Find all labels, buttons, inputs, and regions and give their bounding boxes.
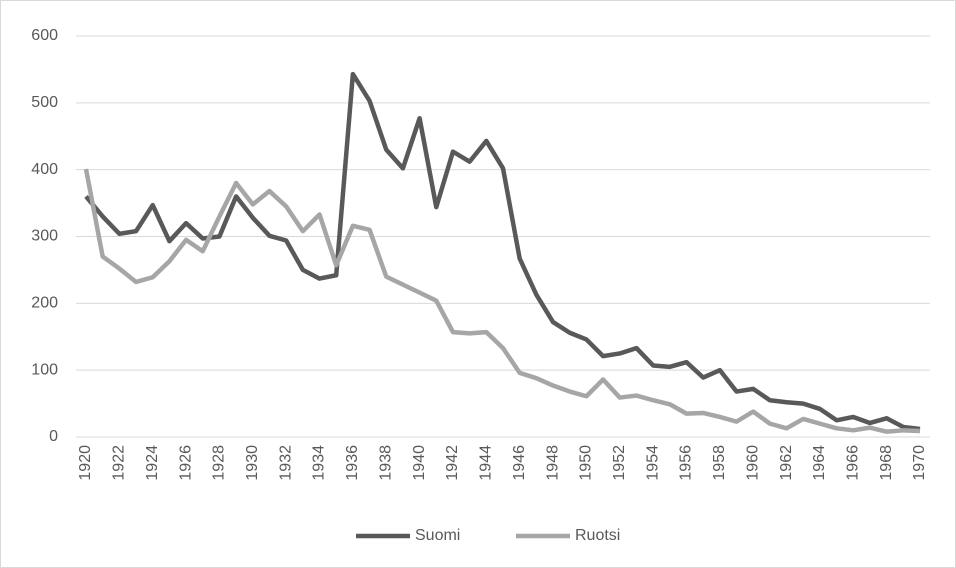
x-tick-label: 1952 [611, 445, 628, 481]
y-tick-label: 200 [31, 295, 58, 312]
x-tick-label: 1934 [311, 445, 328, 481]
x-tick-label: 1954 [644, 445, 661, 481]
y-tick-label: 500 [31, 94, 58, 111]
y-tick-label: 300 [31, 228, 58, 245]
x-tick-label: 1938 [377, 445, 394, 481]
legend-label: Suomi [415, 527, 460, 544]
x-tick-label: 1926 [177, 445, 194, 481]
x-tick-label: 1922 [111, 445, 128, 481]
legend-label: Ruotsi [575, 527, 620, 544]
x-tick-label: 1936 [344, 445, 361, 481]
x-tick-label: 1932 [277, 445, 294, 481]
x-tick-label: 1928 [211, 445, 228, 481]
x-tick-label: 1940 [411, 445, 428, 481]
x-tick-label: 1970 [911, 445, 928, 481]
x-tick-label: 1950 [578, 445, 595, 481]
x-tick-label: 1956 [678, 445, 695, 481]
x-tick-label: 1920 [77, 445, 94, 481]
x-tick-label: 1962 [778, 445, 795, 481]
x-tick-label: 1968 [878, 445, 895, 481]
x-tick-label: 1964 [811, 445, 828, 481]
y-tick-label: 400 [31, 161, 58, 178]
x-tick-label: 1942 [444, 445, 461, 481]
x-tick-label: 1946 [511, 445, 528, 481]
x-tick-label: 1930 [244, 445, 261, 481]
x-tick-label: 1966 [844, 445, 861, 481]
series-line [84, 71, 921, 432]
x-tick-label: 1944 [478, 445, 495, 481]
series-line [83, 168, 921, 434]
y-tick-label: 600 [31, 27, 58, 44]
y-tick-label: 0 [49, 428, 58, 445]
x-tick-label: 1948 [544, 445, 561, 481]
x-tick-label: 1924 [144, 445, 161, 481]
x-tick-label: 1958 [711, 445, 728, 481]
x-tick-label: 1960 [744, 445, 761, 481]
y-tick-label: 100 [31, 361, 58, 378]
